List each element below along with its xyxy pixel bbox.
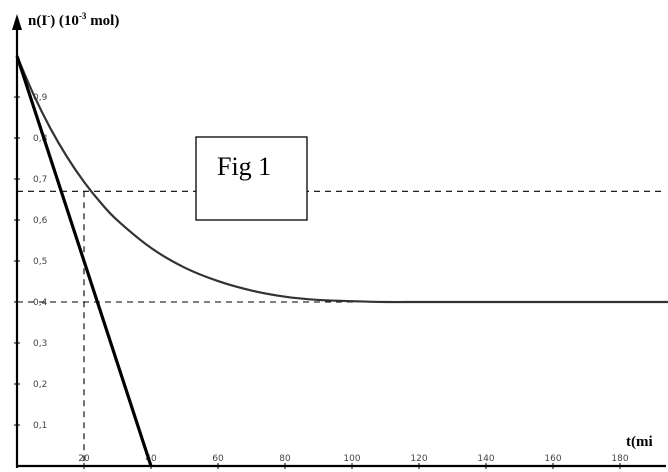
y-axis-arrow — [12, 14, 22, 30]
data-curve — [15, 55, 668, 304]
y-axis-title: n(I-) (10-3 mol) — [28, 11, 119, 29]
x-tick-label: 120 — [410, 454, 427, 464]
y-ticks: 0,1 0,2 0,3 0,4 0,5 0,6 0,7 0,8 0,9 — [14, 93, 48, 431]
y-tick-label: 0,7 — [33, 175, 47, 185]
x-tick-label: 40 — [145, 454, 157, 464]
y-tick-label: 0,5 — [33, 257, 47, 267]
plot-area: 0,10,20,30,40,50,60,70,80,9 20 40 60 80 100 1… — [12, 14, 668, 469]
figure-annotation: Fig 1 — [195, 136, 308, 221]
figure-annotation-box — [195, 136, 308, 221]
y-tick-label: 0,2 — [33, 380, 47, 390]
x-tick-label: 180 — [611, 454, 628, 464]
y-tick-label: 0,3 — [33, 339, 47, 349]
reference-lines — [17, 190, 666, 466]
x-axis-title: t(mi — [626, 434, 653, 450]
y-tick-label: 0,9 — [33, 93, 48, 103]
x-tick-label: 140 — [477, 454, 494, 464]
x-tick-label: 80 — [279, 454, 291, 464]
y-tick-label: 0,6 — [33, 216, 48, 226]
y-tick-label: 0,8 — [33, 134, 48, 144]
tangent-line — [15, 55, 153, 467]
x-tick-label: 60 — [212, 454, 224, 464]
y-tick-label: 0,1 — [33, 421, 47, 431]
y-tick-label: 0,4 — [33, 298, 48, 308]
figure-annotation-text: Fig 1 — [217, 152, 271, 181]
x-tick-label: 100 — [343, 454, 360, 464]
x-tick-label: 160 — [544, 454, 561, 464]
